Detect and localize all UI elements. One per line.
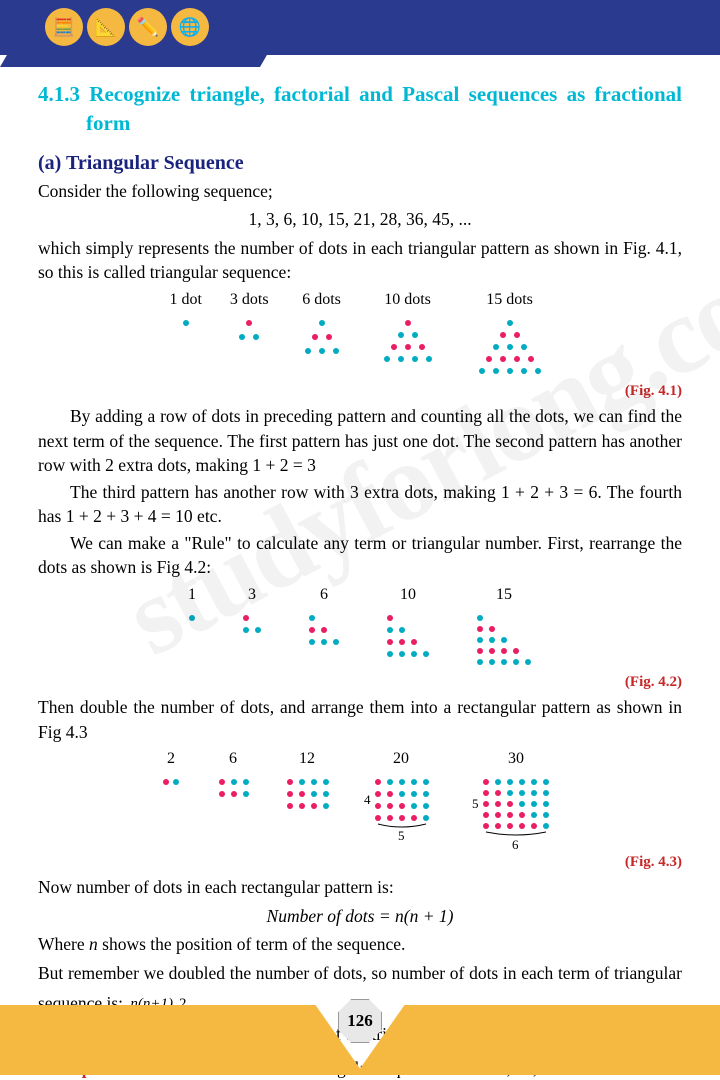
num-label: 12 <box>299 748 315 770</box>
rt-6-icon <box>304 610 344 666</box>
para-7a: Where <box>38 934 89 954</box>
para-5: Then double the number of dots, and arra… <box>38 695 682 744</box>
dot-label: 15 dots <box>486 289 533 311</box>
triangle-15-icon <box>469 315 551 381</box>
rt-15-icon <box>472 610 536 672</box>
para-4: We can make a "Rule" to calculate any te… <box>38 531 682 580</box>
subsection-title: Triangular Sequence <box>66 152 244 174</box>
rect-6-icon <box>214 774 252 834</box>
dot-label: 3 dots <box>230 289 269 311</box>
section-title-text: Recognize triangle, factorial and Pascal… <box>86 82 682 135</box>
num-label: 3 <box>248 584 256 606</box>
dot-label: 1 dot <box>169 289 201 311</box>
dot-label: 6 dots <box>302 289 341 311</box>
page-number-badge: 126 <box>338 999 382 1043</box>
footer-right-shape <box>355 1005 720 1075</box>
subsection-label: (a) <box>38 152 61 174</box>
intro-text: Consider the following sequence; <box>38 179 682 204</box>
rectangular-dots-figure: 2 6 12 20 45 30 56 <box>38 748 682 852</box>
section-number: 4.1.3 <box>38 82 80 106</box>
num-label: 2 <box>167 748 175 770</box>
formula-1: Number of dots = n(n + 1) <box>38 904 682 929</box>
globe-icon: 🌐 <box>171 8 209 46</box>
num-label: 6 <box>320 584 328 606</box>
para-7: Where n shows the position of term of th… <box>38 932 682 957</box>
triangle-10-icon <box>375 315 441 375</box>
num-label: 30 <box>508 748 524 770</box>
triangle-1-icon <box>176 315 196 365</box>
para-3: The third pattern has another row with 3… <box>38 480 682 529</box>
top-banner: 🧮 📐 ✏️ 🌐 <box>0 0 720 55</box>
page-content: 4.1.3 Recognize triangle, factorial and … <box>0 55 720 1080</box>
dot-label: 10 dots <box>384 289 431 311</box>
rearranged-dots-figure: 1 3 6 10 15 <box>38 584 682 672</box>
para-1: which simply represents the number of do… <box>38 236 682 285</box>
rt-10-icon <box>382 610 434 666</box>
compass-icon: ✏️ <box>129 8 167 46</box>
num-label: 10 <box>400 584 416 606</box>
figure-2-label: (Fig. 4.2) <box>38 672 682 693</box>
subsection-heading: (a) Triangular Sequence <box>38 149 682 177</box>
figure-1-label: (Fig. 4.1) <box>38 381 682 402</box>
tool-icons-row: 🧮 📐 ✏️ 🌐 <box>45 8 209 46</box>
svg-text:4: 4 <box>364 792 371 807</box>
footer-left-shape <box>0 1005 365 1075</box>
triangle-6-icon <box>297 315 347 365</box>
rt-3-icon <box>238 610 266 666</box>
section-heading: 4.1.3 Recognize triangle, factorial and … <box>38 80 682 139</box>
rect-2-icon <box>158 774 184 834</box>
calculator-icon: 🧮 <box>45 8 83 46</box>
ruler-icon: 📐 <box>87 8 125 46</box>
svg-text:6: 6 <box>512 837 519 852</box>
rect-20-icon: 45 <box>362 774 440 842</box>
para-2: By adding a row of dots in preceding pat… <box>38 404 682 478</box>
svg-text:5: 5 <box>472 796 479 811</box>
para-6: Now number of dots in each rectangular p… <box>38 875 682 900</box>
sequence-text: 1, 3, 6, 10, 15, 21, 28, 36, 45, ... <box>38 207 682 232</box>
rect-12-icon <box>282 774 332 834</box>
triangle-3-icon <box>232 315 266 365</box>
svg-text:5: 5 <box>398 828 405 842</box>
num-label: 15 <box>496 584 512 606</box>
rect-30-icon: 56 <box>470 774 562 852</box>
figure-3-label: (Fig. 4.3) <box>38 852 682 873</box>
num-label: 6 <box>229 748 237 770</box>
rt-1-icon <box>184 610 200 666</box>
para-7b: shows the position of term of the sequen… <box>98 934 406 954</box>
num-label: 1 <box>188 584 196 606</box>
num-label: 20 <box>393 748 409 770</box>
page-footer: 126 <box>0 1005 720 1055</box>
triangular-dots-figure: 1 dot 3 dots 6 dots 10 dots 15 dots <box>38 289 682 381</box>
